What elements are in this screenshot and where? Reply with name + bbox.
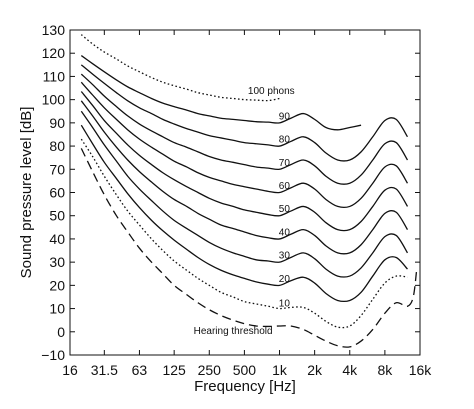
curve-label-100-phons: 100 phons bbox=[248, 86, 295, 97]
curve-20 bbox=[80, 124, 408, 303]
y-tick-label: 100 bbox=[42, 92, 66, 108]
x-tick-label: 16k bbox=[409, 362, 433, 378]
x-tick-label: 500 bbox=[233, 362, 257, 378]
curve-30 bbox=[80, 110, 409, 278]
y-tick-label: 80 bbox=[49, 138, 65, 154]
y-tick-label: 0 bbox=[57, 324, 65, 340]
curve-40 bbox=[80, 100, 409, 255]
y-tick-label: 110 bbox=[43, 68, 66, 84]
curve-label-50: 50 bbox=[279, 204, 291, 215]
curve-label-20: 20 bbox=[279, 274, 291, 285]
curve-label-70: 70 bbox=[279, 158, 291, 169]
loudness-curves bbox=[80, 34, 418, 348]
x-tick-label: 1k bbox=[272, 362, 288, 378]
y-tick-label: 20 bbox=[49, 277, 65, 293]
x-axis-ticks: 16 31.5 63 125 250 500 1k 2k 4k 8k 16k bbox=[62, 30, 432, 378]
x-tick-label: 2k bbox=[307, 362, 323, 378]
y-tick-label: −10 bbox=[41, 347, 65, 363]
x-tick-label: 31.5 bbox=[91, 362, 118, 378]
curve-10 bbox=[80, 138, 408, 329]
plot-frame bbox=[69, 29, 421, 356]
y-tick-label: 30 bbox=[49, 254, 65, 270]
x-tick-label: 16 bbox=[62, 362, 78, 378]
y-tick-label: 40 bbox=[49, 231, 65, 247]
x-tick-label: 63 bbox=[132, 362, 148, 378]
y-axis-ticks: −10 0 10 20 30 40 50 60 70 80 90 100 110 120 130 bbox=[41, 22, 420, 363]
y-tick-label: 120 bbox=[42, 45, 66, 61]
curve-90 bbox=[80, 55, 362, 131]
y-tick-label: 10 bbox=[49, 301, 65, 317]
curve-100-phons bbox=[80, 34, 280, 102]
x-axis-label: Frequency [Hz] bbox=[194, 378, 296, 395]
curve-labels: Hearing threshold 10 20 30 40 50 60 70 80 90 100 p… bbox=[194, 86, 295, 337]
curve-hearing-threshold bbox=[80, 148, 418, 348]
curve-label-60: 60 bbox=[279, 181, 291, 192]
y-tick-label: 50 bbox=[49, 208, 65, 224]
x-tick-label: 4k bbox=[342, 362, 358, 378]
y-tick-label: 90 bbox=[49, 115, 65, 131]
curve-label-30: 30 bbox=[279, 251, 291, 262]
y-tick-label: 130 bbox=[42, 22, 66, 38]
x-tick-label: 8k bbox=[377, 362, 393, 378]
curve-label-hearing-threshold: Hearing threshold bbox=[194, 326, 273, 337]
curve-70 bbox=[80, 73, 409, 185]
curve-label-10: 10 bbox=[279, 298, 291, 309]
y-tick-label: 60 bbox=[49, 185, 65, 201]
x-tick-label: 125 bbox=[162, 362, 186, 378]
curve-label-40: 40 bbox=[279, 227, 291, 238]
y-axis-label: Sound pressure level [dB] bbox=[18, 107, 35, 279]
y-tick-label: 70 bbox=[49, 161, 65, 177]
curve-50 bbox=[80, 91, 409, 232]
curve-label-90: 90 bbox=[279, 111, 291, 122]
curve-60 bbox=[80, 81, 409, 209]
curve-label-80: 80 bbox=[279, 135, 291, 146]
curve-80 bbox=[80, 64, 409, 162]
x-tick-label: 250 bbox=[198, 362, 222, 378]
